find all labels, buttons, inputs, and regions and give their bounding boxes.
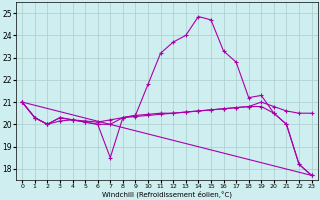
- X-axis label: Windchill (Refroidissement éolien,°C): Windchill (Refroidissement éolien,°C): [102, 190, 232, 198]
